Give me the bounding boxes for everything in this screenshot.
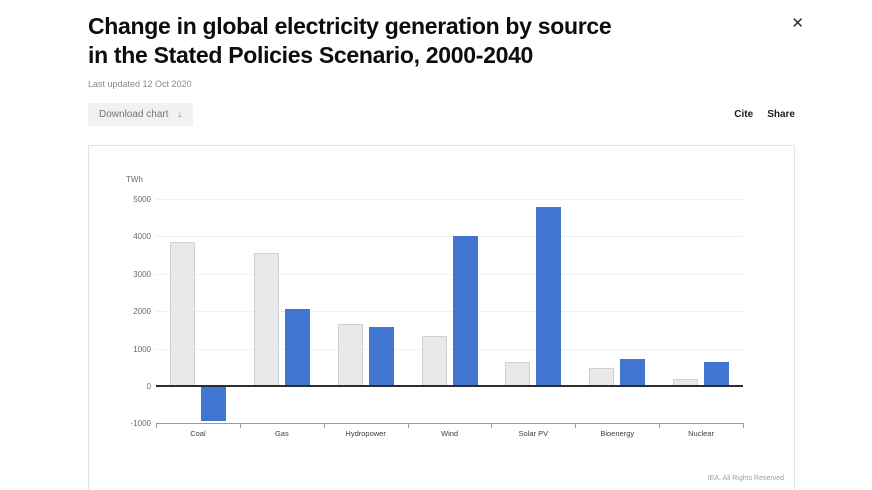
x-axis-label-solar-pv: Solar PV (518, 429, 549, 438)
last-updated-text: Last updated 12 Oct 2020 (88, 79, 192, 89)
x-axis-label-coal: Coal (190, 429, 206, 438)
header: Change in global electricity generation … (88, 12, 708, 89)
bar-blue-wind[interactable] (452, 236, 478, 386)
bar-grey-solar-pv[interactable] (505, 361, 531, 386)
x-axis-tick (156, 423, 157, 429)
bar-blue-hydropower[interactable] (368, 326, 394, 386)
y-axis-tick-label: 3000 (133, 269, 151, 279)
cite-link[interactable]: Cite (734, 109, 754, 120)
x-axis-tick (659, 423, 661, 429)
y-axis-unit-label: TWh (126, 175, 143, 184)
x-axis-tick (407, 423, 409, 429)
bar-blue-coal[interactable] (200, 386, 226, 421)
bar-grey-nuclear[interactable] (673, 378, 699, 386)
bar-grey-wind[interactable] (421, 335, 447, 386)
gridline-4000 (156, 236, 743, 238)
x-axis-label-bioenergy: Bioenergy (600, 429, 635, 438)
chart-card: TWh IEA. All Rights Reserved 5000 4000 300… (88, 145, 795, 490)
close-icon[interactable]: ✕ (791, 15, 804, 32)
x-axis-label-wind: Wind (440, 429, 459, 438)
download-chart-button[interactable]: Download chart ↓ (88, 103, 194, 126)
x-axis-label-hydropower: Hydropower (345, 429, 386, 438)
zero-axis-line (156, 385, 743, 387)
x-axis-tick (575, 423, 577, 429)
x-axis-tick (239, 423, 241, 429)
x-axis-tick (743, 423, 744, 429)
page-title-line1: Change in global electricity generation … (88, 13, 612, 39)
bar-grey-coal[interactable] (169, 241, 195, 386)
toolbar-links: Cite Share (734, 109, 795, 120)
chart-copyright-text: IEA. All Rights Reserved (707, 475, 784, 482)
x-axis-label-nuclear: Nuclear (688, 429, 714, 438)
bar-blue-nuclear[interactable] (704, 361, 730, 386)
gridline-5000 (156, 199, 743, 200)
x-axis-line (156, 423, 743, 425)
share-link[interactable]: Share (767, 109, 795, 120)
bar-grey-gas[interactable] (253, 253, 279, 386)
y-axis-tick-label: 0 (146, 382, 151, 391)
y-axis-tick-label: 2000 (133, 307, 151, 317)
toolbar: Download chart ↓ Cite Share (88, 103, 795, 127)
download-arrow-icon: ↓ (177, 109, 183, 120)
y-axis-tick-label: 4000 (133, 232, 151, 242)
bar-blue-gas[interactable] (284, 309, 310, 386)
download-chart-label: Download chart (99, 109, 169, 120)
gridline-2000 (156, 311, 743, 313)
gridline-1000 (156, 348, 743, 350)
bar-grey-bioenergy[interactable] (589, 368, 615, 386)
y-axis-tick-label: -1000 (130, 419, 151, 429)
y-axis-tick-label: 1000 (133, 344, 151, 354)
x-axis-tick (323, 423, 325, 429)
page-title: Change in global electricity generation … (88, 12, 708, 70)
bar-blue-bioenergy[interactable] (620, 358, 646, 386)
gridline-3000 (156, 273, 743, 275)
x-axis-label-gas: Gas (274, 429, 289, 438)
y-axis-tick-label: 5000 (133, 195, 151, 204)
page-title-line2: in the Stated Policies Scenario, 2000-20… (88, 42, 534, 68)
bar-grey-hydropower[interactable] (337, 324, 363, 386)
bar-blue-solar-pv[interactable] (536, 206, 562, 386)
x-axis-tick (491, 423, 493, 429)
